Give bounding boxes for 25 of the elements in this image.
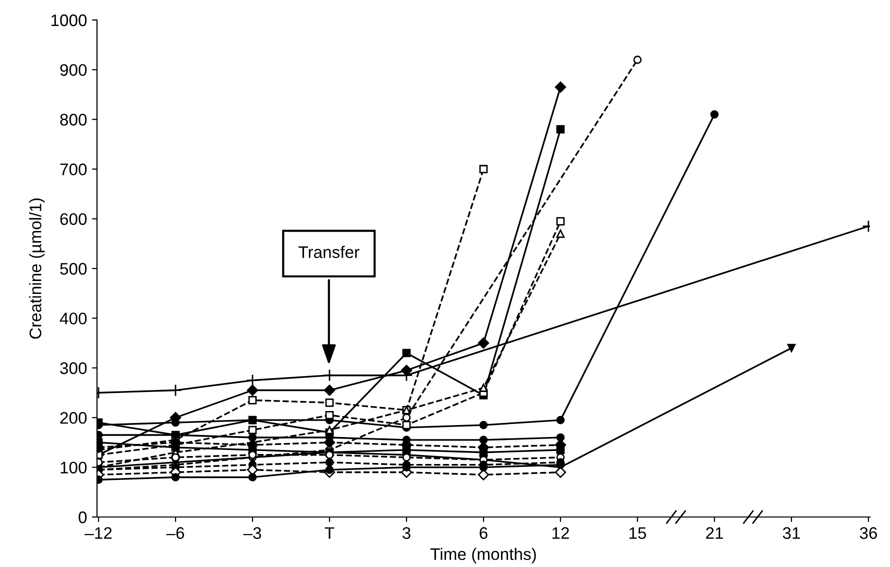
x-tick-label: –12	[84, 527, 112, 539]
y-tick-label: 600	[60, 213, 87, 226]
x-tick-label: T	[324, 527, 334, 539]
y-tick-label: 700	[60, 164, 87, 176]
x-tick-label: 12	[552, 527, 569, 539]
x-tick-label: –6	[166, 527, 184, 539]
x-tick-label: 3	[402, 527, 410, 539]
x-tick-label: 21	[706, 527, 723, 539]
y-tick-label: 900	[60, 64, 87, 76]
y-tick-label: 0	[78, 511, 87, 524]
y-tick-label: 800	[60, 114, 87, 126]
x-axis-title: Time (months)	[430, 548, 536, 564]
annotation: Transfer	[298, 246, 360, 258]
y-tick-label: 200	[60, 412, 87, 424]
y-tick-label: 500	[60, 262, 87, 275]
y-tick-label: 400	[60, 312, 87, 324]
x-tick-label: 31	[782, 527, 800, 539]
y-axis-title: Creatinine (µmol/1)	[29, 198, 45, 339]
x-tick-label: 36	[860, 527, 877, 539]
x-tick-label: 6	[480, 527, 488, 539]
y-tick-label: 1000	[51, 14, 87, 26]
x-tick-label: –3	[243, 527, 262, 539]
y-tick-label: 300	[60, 362, 87, 374]
x-tick-label: 15	[629, 527, 646, 539]
y-tick-label: 100	[60, 462, 87, 474]
